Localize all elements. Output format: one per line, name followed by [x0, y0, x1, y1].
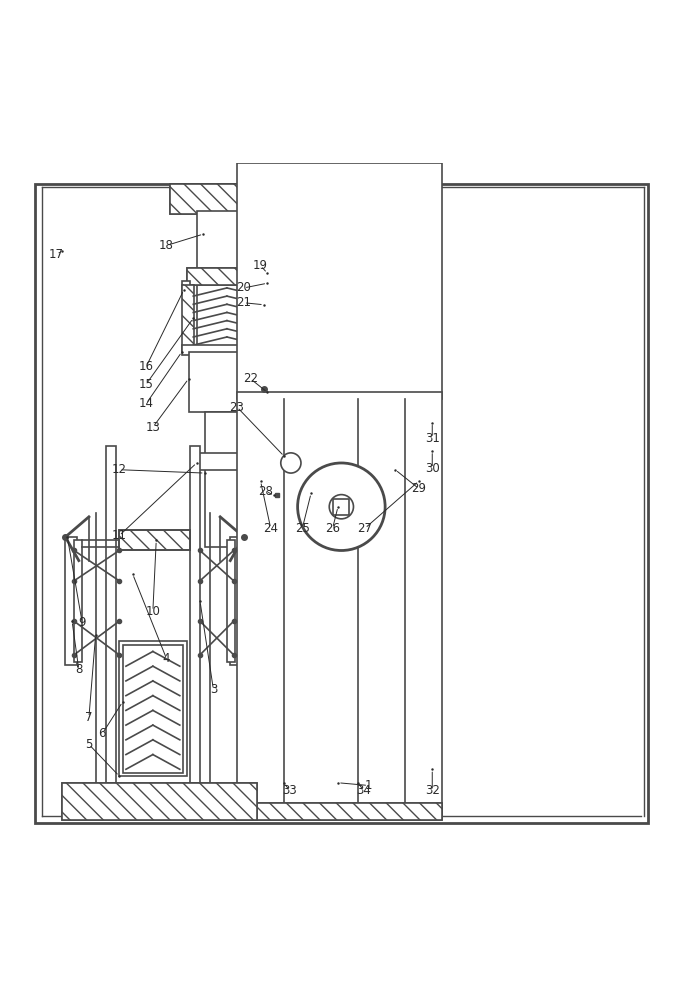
Text: 27: 27 [358, 522, 372, 535]
Bar [187, 268, 274, 285]
Text: 33: 33 [282, 784, 297, 797]
Text: 22: 22 [243, 372, 258, 385]
Text: 5: 5 [85, 738, 93, 751]
Bar [170, 184, 291, 214]
Bar [62, 783, 257, 820]
Text: 15: 15 [139, 378, 153, 391]
Bar [170, 184, 291, 214]
Bar [260, 419, 435, 450]
Bar [190, 446, 200, 783]
Text: 26: 26 [325, 522, 340, 535]
Text: 6: 6 [99, 727, 106, 740]
Text: 14: 14 [139, 397, 153, 410]
Text: 18: 18 [159, 239, 174, 252]
Bar [182, 345, 272, 355]
Bar [74, 540, 82, 662]
Text: 32: 32 [425, 784, 439, 797]
Text: 21: 21 [236, 296, 251, 309]
Bar [227, 540, 235, 662]
Bar [237, 803, 442, 820]
Bar [237, 803, 442, 820]
Circle shape [281, 453, 301, 473]
Text: 17: 17 [49, 248, 64, 261]
Text: 25: 25 [295, 522, 310, 535]
Bar [119, 530, 190, 550]
Text: 19: 19 [253, 259, 268, 272]
Text: 7: 7 [85, 711, 93, 724]
Bar [119, 641, 187, 776]
Text: 3: 3 [210, 683, 217, 696]
Bar [189, 352, 266, 412]
Text: 9: 9 [78, 616, 86, 629]
Bar [254, 463, 262, 483]
Bar [416, 463, 432, 483]
Text: 31: 31 [425, 432, 439, 445]
Bar [119, 530, 190, 550]
Text: 20: 20 [237, 281, 251, 294]
Bar [237, 163, 442, 399]
Bar [66, 537, 78, 665]
Text: 13: 13 [145, 421, 160, 434]
Text: 10: 10 [145, 605, 160, 618]
Text: 1: 1 [364, 779, 372, 792]
Text: 8: 8 [75, 663, 82, 676]
Bar [197, 211, 264, 352]
Bar [237, 392, 442, 816]
Text: 11: 11 [112, 529, 126, 542]
Text: 29: 29 [411, 482, 427, 495]
Bar [254, 503, 291, 513]
Circle shape [329, 495, 354, 519]
Bar [333, 499, 349, 515]
Bar [260, 285, 272, 352]
Bar [231, 537, 243, 665]
Bar [187, 268, 274, 285]
Bar [197, 453, 257, 470]
Text: 28: 28 [258, 485, 273, 498]
Text: 4: 4 [163, 652, 170, 665]
Bar [260, 451, 435, 470]
Text: 12: 12 [112, 463, 126, 476]
Text: 16: 16 [139, 360, 153, 373]
Bar [62, 783, 257, 820]
Bar [205, 412, 249, 547]
Bar [182, 285, 194, 352]
Text: 30: 30 [425, 462, 439, 475]
Bar [260, 419, 435, 450]
Bar [122, 645, 183, 773]
Text: 24: 24 [263, 522, 279, 535]
Bar [260, 399, 435, 419]
Bar [182, 281, 190, 295]
Text: 34: 34 [356, 784, 371, 797]
Bar [260, 399, 435, 419]
Bar [270, 489, 287, 497]
Bar [105, 446, 116, 783]
Text: 23: 23 [230, 401, 245, 414]
Circle shape [297, 463, 385, 550]
